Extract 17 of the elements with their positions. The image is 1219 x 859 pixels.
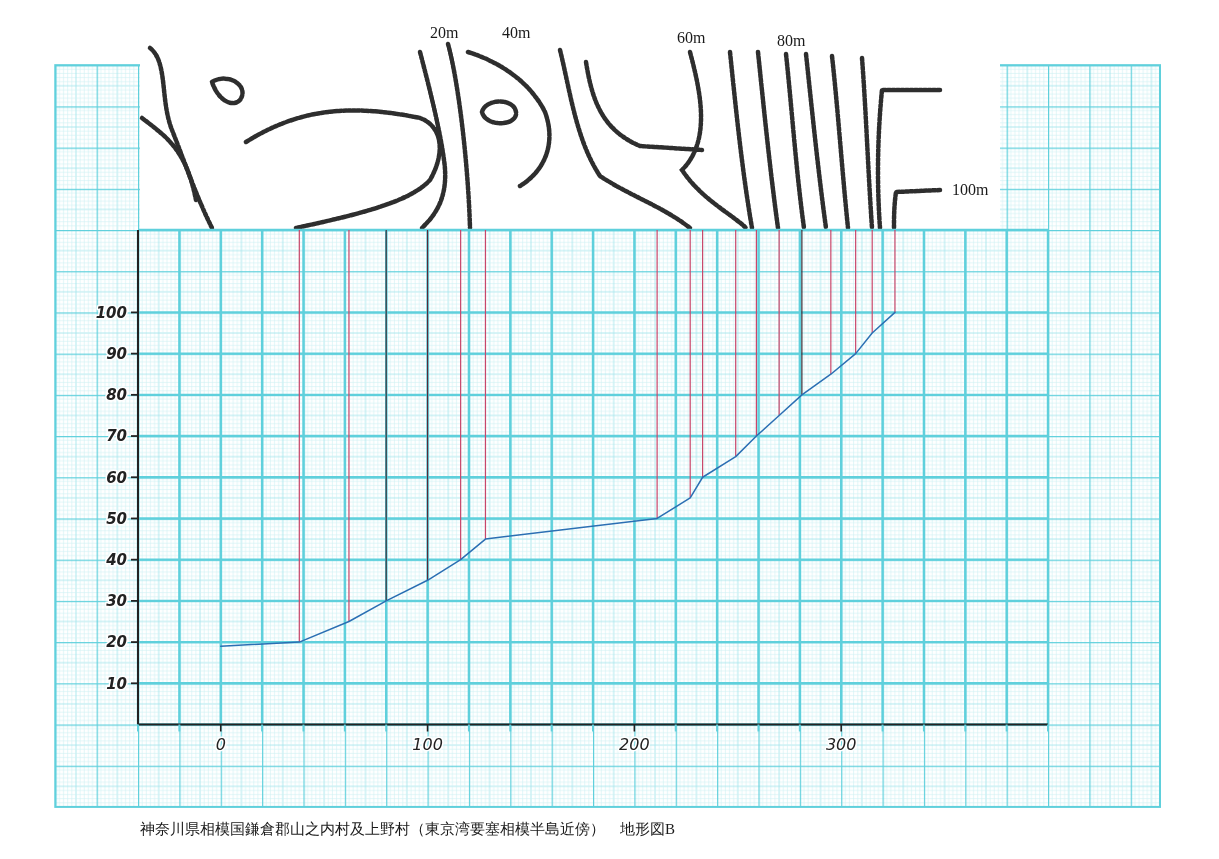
x-tick-label: 300	[825, 734, 857, 754]
text: 100m	[952, 181, 989, 198]
y-tick-label: 100	[95, 303, 127, 322]
y-tick-label: 40	[105, 550, 127, 569]
text: 20m	[430, 24, 459, 41]
x-tick-label: 100	[412, 734, 443, 754]
y-tick-label: 60	[106, 468, 127, 487]
text: 80m	[777, 32, 806, 49]
y-tick-label: 50	[106, 509, 127, 528]
x-tick-label: 0	[215, 734, 226, 754]
x-tick-label: 200	[619, 734, 650, 754]
y-tick-label: 90	[106, 344, 127, 363]
text: 40m	[502, 24, 531, 41]
text: 60m	[677, 29, 706, 46]
y-tick-label: 10	[106, 674, 127, 693]
text: 神奈川県相模国鎌倉郡山之内村及上野村（東京湾要塞相模半島近傍） 地形図B	[140, 821, 676, 837]
y-tick-label: 80	[106, 386, 127, 405]
